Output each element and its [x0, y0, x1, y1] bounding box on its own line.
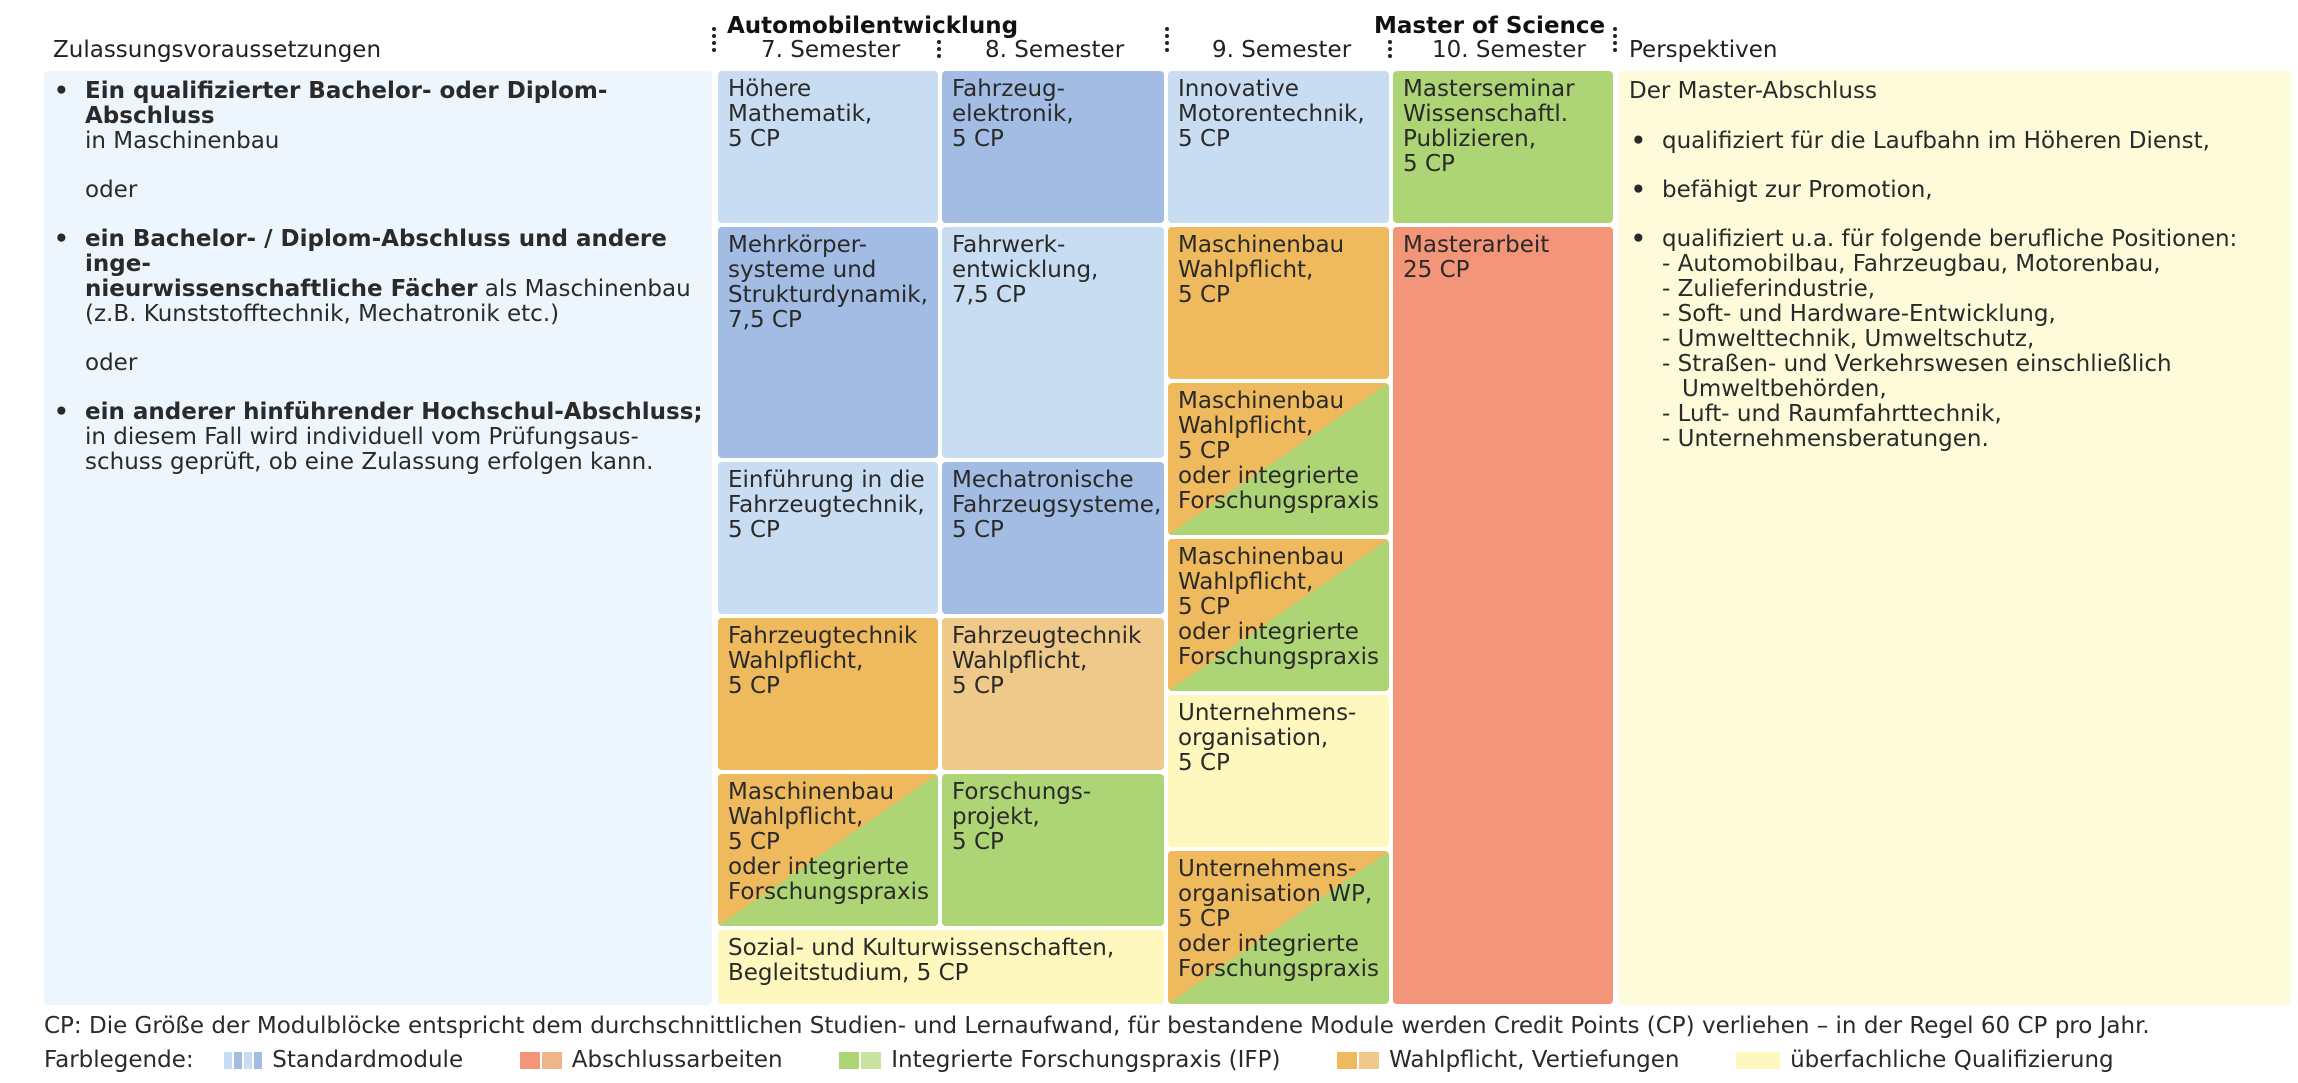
legend-ueberfachlich: überfachliche Qualifizierung	[1790, 1047, 2114, 1073]
header-group-automobil: Automobilentwicklung	[727, 13, 1019, 39]
position-item: - Automobilbau, Fahrzeugbau, Motorenbau,	[1662, 251, 2161, 277]
legend-swatch	[1337, 1052, 1358, 1069]
column-divider	[1613, 27, 1617, 55]
module-mehrkoerpersysteme: Mehrkörper- systeme und Strukturdynamik,…	[718, 227, 938, 458]
module-hoehere-mathematik: Höhere Mathematik, 5 CP	[718, 71, 938, 223]
prereq-item-3-bold: ein anderer hinführender Hochschul-Absch…	[85, 399, 703, 425]
module-fahrwerkentwicklung: Fahrwerk- entwicklung, 7,5 CP	[942, 227, 1164, 458]
perspectives-intro: Der Master-Abschluss	[1629, 78, 1877, 104]
position-item: - Umwelttechnik, Umweltschutz,	[1662, 326, 2035, 352]
position-item: - Unternehmensberatungen.	[1662, 426, 1989, 452]
position-item: - Luft- und Raumfahrttechnik,	[1662, 401, 2002, 427]
perspectives-positions-heading: qualifiziert u.a. für folgende beruflich…	[1662, 226, 2238, 252]
module-einfuehrung-fahrzeugtechnik: Einführung in die Fahrzeugtechnik, 5 CP	[718, 462, 938, 614]
header-perspectives: Perspektiven	[1629, 37, 1778, 63]
module-innovative-motorentechnik: Innovative Motorentechnik, 5 CP	[1168, 71, 1389, 223]
module-forschungsprojekt: Forschungs- projekt, 5 CP	[942, 774, 1164, 926]
module-maschinenbau-wahlpflicht: Maschinenbau Wahlpflicht, 5 CP	[1168, 227, 1389, 379]
legend-abschlussarbeiten: Abschlussarbeiten	[571, 1047, 783, 1073]
prereq-or-2: oder	[85, 350, 138, 376]
prereq-item-3-text-a: in diesem Fall wird individuell vom Prüf…	[85, 424, 639, 450]
header-prerequisites: Zulassungsvoraussetzungen	[53, 37, 382, 63]
list-item: befähigt zur Promotion,	[1629, 178, 2284, 204]
position-item: Umweltbehörden,	[1682, 376, 1887, 402]
legend-swatch	[244, 1052, 253, 1069]
color-legend: Farblegende: Standardmodule Abschlussarb…	[44, 1047, 2114, 1073]
prereq-item-1-bold: Ein qualifizierter Bachelor- oder Diplom…	[85, 78, 608, 129]
module-masterarbeit: Masterarbeit 25 CP	[1393, 227, 1613, 1004]
module-fahrzeugelektronik: Fahrzeug- elektronik, 5 CP	[942, 71, 1164, 223]
column-divider	[1165, 27, 1169, 55]
list-item: qualifiziert u.a. für folgende beruflich…	[1629, 227, 2284, 452]
prereq-or-1: oder	[85, 177, 138, 203]
module-fahrzeugtechnik-wahlpflicht-2: Fahrzeugtechnik Wahlpflicht, 5 CP	[942, 618, 1164, 770]
column-divider	[1388, 40, 1392, 61]
legend-swatch	[541, 1052, 562, 1069]
header-semester-8: 8. Semester	[985, 37, 1125, 63]
legend-swatch	[839, 1052, 860, 1069]
list-item: qualifiziert für die Laufbahn im Höheren…	[1629, 129, 2284, 155]
legend-swatch	[861, 1052, 882, 1069]
column-divider	[712, 27, 716, 55]
list-item: Ein qualifizierter Bachelor- oder Diplom…	[52, 79, 712, 154]
legend-swatch	[1359, 1052, 1380, 1069]
module-unternehmensorganisation: Unternehmens- organisation, 5 CP	[1168, 695, 1389, 847]
column-divider	[937, 40, 941, 61]
position-item: - Straßen- und Verkehrswesen einschließl…	[1662, 351, 2172, 377]
module-maschinenbau-wahlpflicht-ifp: Maschinenbau Wahlpflicht, 5 CP oder inte…	[718, 774, 938, 926]
prereq-item-3-text-b: schuss geprüft, ob eine Zulassung erfolg…	[85, 449, 654, 475]
prereq-item-2-bold-b: nieurwissenschaftliche Fächer	[85, 276, 478, 302]
module-fahrzeugtechnik-wahlpflicht: Fahrzeugtechnik Wahlpflicht, 5 CP	[718, 618, 938, 770]
cp-note: CP: Die Größe der Modulblöcke entspricht…	[44, 1013, 2150, 1039]
legend-swatch	[224, 1052, 233, 1069]
prereq-item-1-text: in Maschinenbau	[85, 128, 280, 154]
position-item: - Soft- und Hardware-Entwicklung,	[1662, 301, 2056, 327]
legend-wahlpflicht: Wahlpflicht, Vertiefungen	[1389, 1047, 1680, 1073]
prereq-item-2-text-c: (z.B. Kunststofftechnik, Mechatronik etc…	[85, 301, 560, 327]
module-sozial-kulturwissenschaften: Sozial- und Kulturwissenschaften, Beglei…	[718, 930, 1164, 1004]
perspectives-list: Der Master-Abschluss qualifiziert für di…	[1629, 79, 2284, 452]
module-mechatronische-fahrzeugsysteme: Mechatronische Fahrzeugsysteme, 5 CP	[942, 462, 1164, 614]
list-item: ein anderer hinführender Hochschul-Absch…	[52, 400, 712, 475]
list-item: ein Bachelor- / Diplom-Abschluss und and…	[52, 227, 712, 327]
position-item: - Zulieferindustrie,	[1662, 276, 1876, 302]
module-unternehmensorganisation-wp: Unternehmens- organisation WP, 5 CP oder…	[1168, 851, 1389, 1004]
legend-swatch	[1736, 1052, 1781, 1069]
prereq-item-2-text-b: als Maschinenbau	[477, 276, 691, 302]
legend-standardmodule: Standardmodule	[272, 1047, 464, 1073]
header-semester-9: 9. Semester	[1212, 37, 1352, 63]
legend-swatch	[519, 1052, 540, 1069]
header-group-master: Master of Science	[1374, 13, 1606, 39]
legend-swatch	[254, 1052, 263, 1069]
header-semester-7: 7. Semester	[761, 37, 901, 63]
prereq-item-2-bold-a: ein Bachelor- / Diplom-Abschluss und and…	[85, 226, 667, 277]
module-maschinenbau-wahlpflicht-ifp-3: Maschinenbau Wahlpflicht, 5 CP oder inte…	[1168, 539, 1389, 691]
legend-ifp: Integrierte Forschungspraxis (IFP)	[891, 1047, 1281, 1073]
header-semester-10: 10. Semester	[1432, 37, 1586, 63]
legend-title: Farblegende:	[44, 1047, 194, 1073]
module-masterseminar: Masterseminar Wissenschaftl. Publizieren…	[1393, 71, 1613, 223]
legend-swatch	[234, 1052, 243, 1069]
module-maschinenbau-wahlpflicht-ifp-2: Maschinenbau Wahlpflicht, 5 CP oder inte…	[1168, 383, 1389, 535]
prerequisites-list: Ein qualifizierter Bachelor- oder Diplom…	[52, 79, 712, 499]
